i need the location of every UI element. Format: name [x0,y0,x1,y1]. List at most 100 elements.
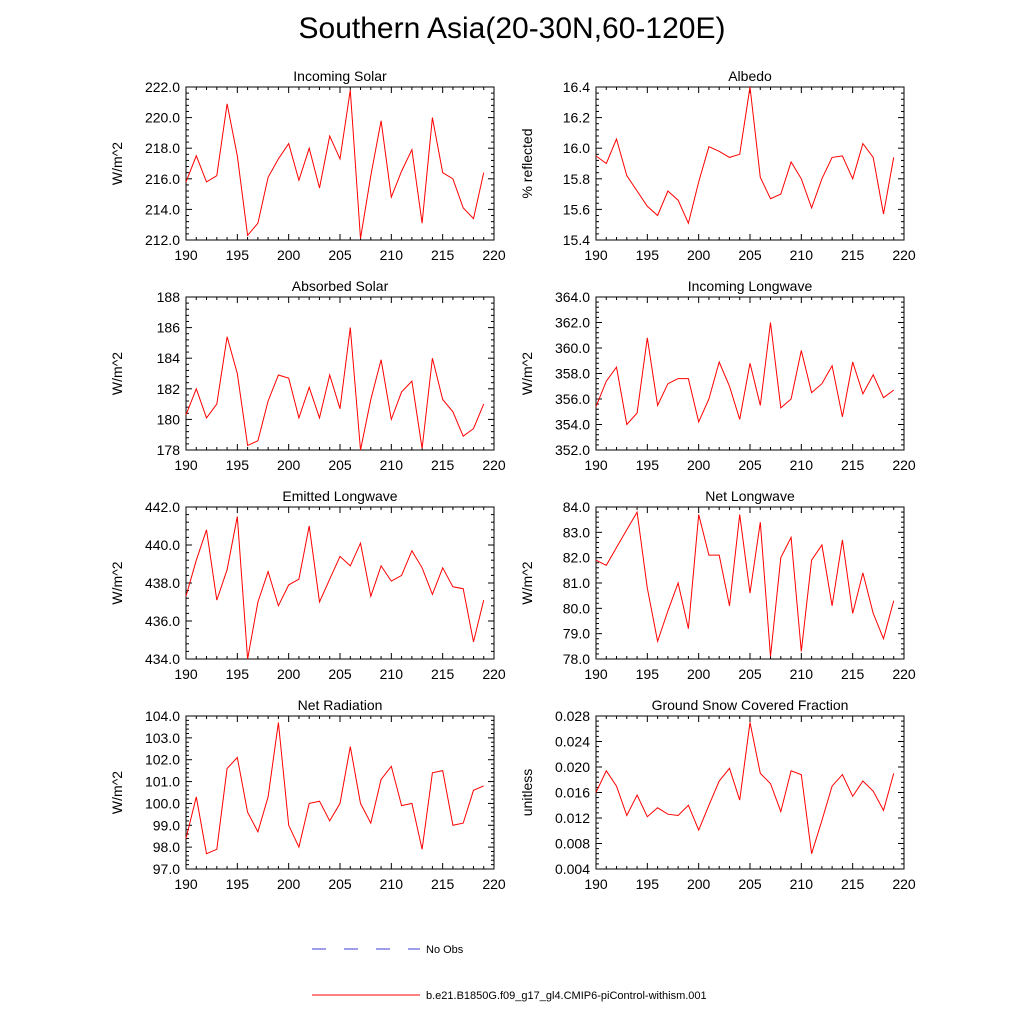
x-tick-label: 200 [277,247,301,263]
y-tick-label: 184 [157,350,181,366]
legend-item-model: b.e21.B1850G.f09_g17_gl4.CMIP6-piControl… [312,990,707,1002]
y-tick-label: 186 [157,320,181,336]
plot-frame [185,296,495,451]
y-tick-label: 216.0 [145,171,180,187]
chart-title: Net Radiation [298,697,383,713]
y-tick-label: 354.0 [555,417,590,433]
x-tick-label: 195 [226,876,250,892]
x-tick-label: 215 [431,457,455,473]
y-tick-label: 16.4 [563,79,590,95]
x-tick-label: 200 [687,876,711,892]
x-tick-label: 210 [790,876,814,892]
y-axis-label: W/m^2 [109,352,125,395]
x-tick-label: 210 [790,247,814,263]
x-tick-label: 210 [380,666,404,682]
x-tick-label: 210 [380,876,404,892]
y-tick-label: 0.028 [555,708,590,724]
x-tick-label: 195 [226,457,250,473]
x-tick-label: 215 [431,876,455,892]
x-tick-label: 220 [892,666,916,682]
y-tick-label: 0.004 [555,861,590,877]
y-tick-label: 178 [157,442,181,458]
y-tick-label: 220.0 [145,110,180,126]
chart-panel-albedo: Albedo % reflected 190 195 200 205 210 215 220 15… [519,68,916,263]
chart-title: Ground Snow Covered Fraction [652,697,849,713]
x-tick-label: 215 [841,457,865,473]
x-tick-label: 190 [584,457,608,473]
y-tick-label: 83.0 [563,524,590,540]
x-tick-label: 220 [892,457,916,473]
y-tick-label: 182 [157,381,181,397]
x-tick-label: 195 [636,457,660,473]
x-tick-label: 195 [636,876,660,892]
x-tick-label: 205 [328,666,352,682]
x-tick-label: 215 [431,666,455,682]
series-line [595,722,895,854]
x-tick-label: 220 [482,457,506,473]
y-tick-label: 82.0 [563,550,590,566]
y-tick-label: 434.0 [145,651,180,667]
y-tick-label: 218.0 [145,140,180,156]
y-tick-label: 0.016 [555,785,590,801]
legend: No Obs b.e21.B1850G.f09_g17_gl4.CMIP6-pi… [312,944,707,1002]
x-tick-label: 220 [892,247,916,263]
x-tick-label: 190 [584,247,608,263]
y-tick-label: 99.0 [153,817,180,833]
y-tick-label: 79.0 [563,626,590,642]
x-tick-label: 215 [841,876,865,892]
plot-frame [185,506,495,660]
x-tick-label: 190 [584,876,608,892]
y-tick-label: 188 [157,289,181,305]
chart-panel-emitted-longwave: Emitted Longwave W/m^2 190 195 200 205 210 215 2… [109,488,506,682]
y-axis-label: W/m^2 [109,771,125,814]
chart-panels: Incoming Solar W/m^2 190 195 200 205 210 215 220… [109,68,916,892]
series-line [185,327,485,451]
chart-title: Absorbed Solar [292,278,389,294]
y-tick-label: 352.0 [555,442,590,458]
y-tick-label: 436.0 [145,613,180,629]
y-tick-label: 438.0 [145,575,180,591]
y-tick-label: 100.0 [145,795,180,811]
plot-frame [185,715,495,870]
y-tick-label: 15.6 [563,201,590,217]
y-tick-label: 362.0 [555,315,590,331]
x-tick-label: 210 [790,666,814,682]
chart-title: Incoming Solar [293,68,387,84]
y-axis-label: W/m^2 [109,561,125,604]
x-tick-label: 210 [380,247,404,263]
x-tick-label: 200 [687,666,711,682]
series-line [185,516,485,660]
y-tick-label: 102.0 [145,752,180,768]
y-tick-label: 442.0 [145,499,180,515]
x-tick-label: 220 [482,876,506,892]
chart-panel-net-longwave: Net Longwave W/m^2 190 195 200 205 210 215 220 78… [519,488,916,682]
series-line [185,722,484,855]
x-tick-label: 205 [738,666,762,682]
x-tick-label: 190 [174,876,198,892]
y-axis-label: W/m^2 [519,561,535,604]
plot-frame [185,86,495,241]
x-tick-label: 220 [482,666,506,682]
x-tick-label: 205 [738,876,762,892]
plot-frame [595,715,905,870]
chart-title: Net Longwave [705,488,795,504]
y-axis-label: unitless [519,769,535,816]
x-tick-label: 195 [636,247,660,263]
y-tick-label: 180 [157,411,181,427]
chart-panel-ground-snow-covered-fraction: Ground Snow Covered Fraction unitless 190 1… [519,697,916,892]
x-tick-label: 205 [328,876,352,892]
x-tick-label: 190 [174,457,198,473]
y-tick-label: 15.8 [563,171,590,187]
x-tick-label: 210 [380,457,404,473]
y-tick-label: 16.0 [563,140,590,156]
series-line [595,86,895,225]
y-axis-label: % reflected [519,128,535,198]
y-tick-label: 98.0 [153,839,180,855]
y-tick-label: 0.020 [555,759,590,775]
y-tick-label: 222.0 [145,79,180,95]
chart-panel-incoming-solar: Incoming Solar W/m^2 190 195 200 205 210 215 220… [109,68,506,263]
y-tick-label: 84.0 [563,499,590,515]
legend-label-model: b.e21.B1850G.f09_g17_gl4.CMIP6-piControl… [426,990,707,1002]
y-tick-label: 101.0 [145,774,180,790]
x-tick-label: 215 [841,247,865,263]
